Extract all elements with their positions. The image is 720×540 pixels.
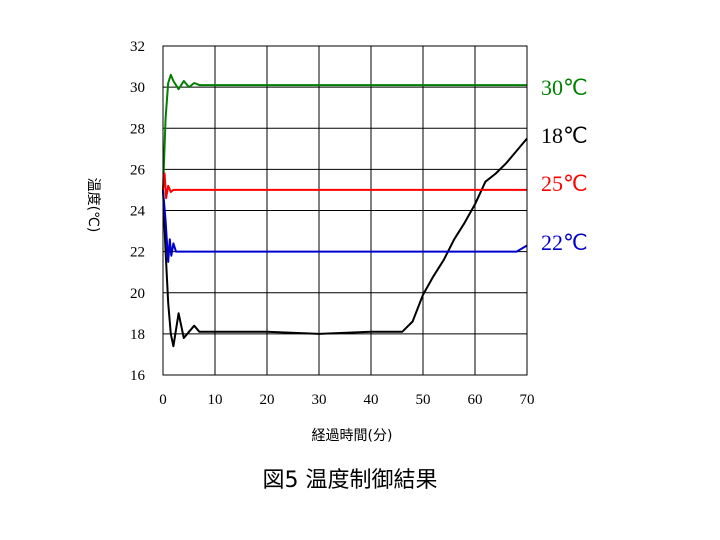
y-axis-label: 温度(℃) — [85, 178, 101, 233]
y-tick-label: 30 — [130, 80, 145, 96]
x-tick-label: 20 — [260, 392, 275, 408]
series-label: 22℃ — [541, 230, 588, 255]
y-tick-label: 32 — [130, 39, 145, 55]
series-line — [162, 172, 527, 200]
x-axis-label: 経過時間(分) — [312, 428, 393, 444]
x-tick-label: 60 — [468, 392, 483, 408]
series-labels: 30℃ 18℃ 25℃ 22℃ — [541, 75, 588, 255]
x-tick-label: 40 — [364, 392, 379, 408]
y-tick-label: 20 — [130, 286, 145, 302]
y-tick-label: 22 — [130, 245, 145, 261]
y-tick-label: 26 — [130, 162, 146, 178]
tick-labels: 0 10 20 30 40 50 60 70 16 18 20 22 24 26 28 30 32 — [130, 39, 535, 408]
plot-frame — [162, 45, 528, 376]
y-tick-label: 18 — [130, 327, 145, 343]
series-label: 18℃ — [541, 123, 588, 148]
x-tick-label: 50 — [416, 392, 431, 408]
series-label: 25℃ — [541, 171, 588, 196]
y-tick-label: 16 — [130, 368, 146, 384]
series-line — [162, 73, 527, 190]
series-lines — [162, 73, 528, 348]
x-tick-label: 0 — [159, 392, 167, 408]
x-tick-label: 70 — [520, 392, 535, 408]
y-tick-label: 24 — [130, 204, 146, 220]
x-tick-label: 10 — [208, 392, 223, 408]
figure-caption: 図5 温度制御結果 — [263, 468, 438, 493]
x-tick-label: 30 — [312, 392, 327, 408]
y-tick-label: 28 — [130, 121, 145, 137]
series-line — [162, 189, 528, 263]
series-label: 30℃ — [541, 75, 588, 100]
